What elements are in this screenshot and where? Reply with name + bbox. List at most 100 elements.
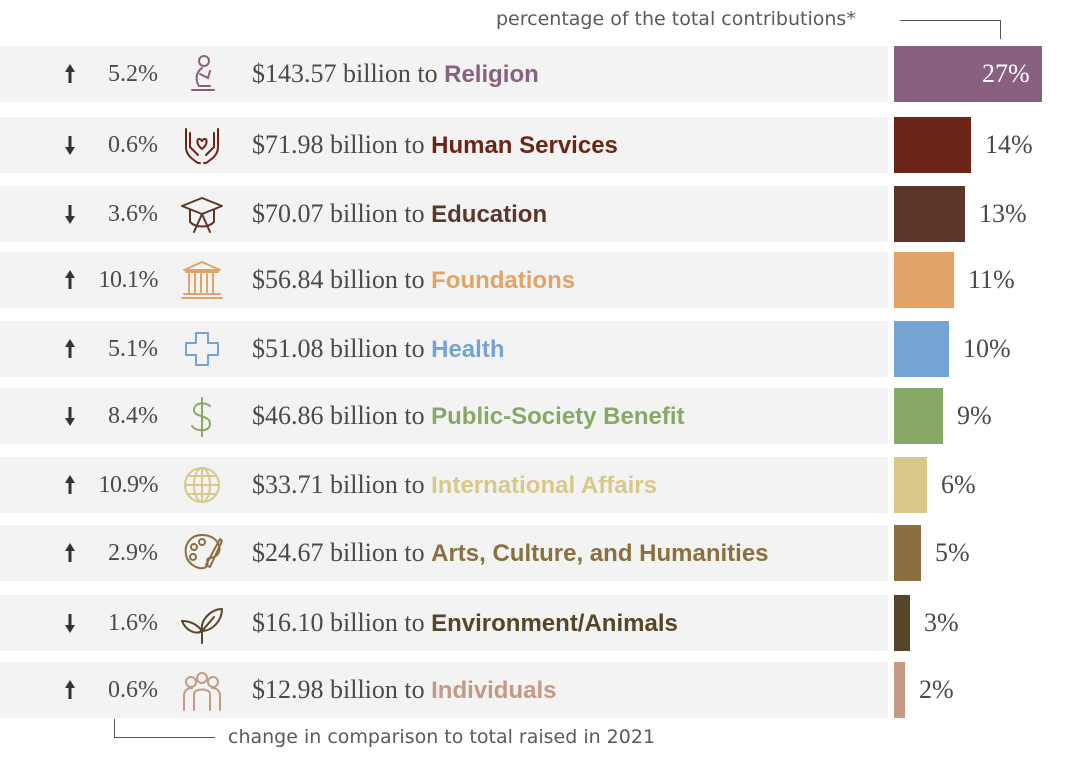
row-background [0, 46, 888, 102]
amount-value: $71.98 [252, 130, 324, 159]
amount-joiner: billion to [343, 59, 438, 88]
graduation-cap-icon [181, 197, 223, 233]
share-bar [894, 595, 910, 651]
category-label: International Affairs [431, 472, 657, 499]
share-bar [894, 186, 965, 242]
change-percent: 3.6% [108, 201, 158, 227]
share-bar [894, 252, 954, 308]
change-percent: 5.2% [108, 61, 158, 87]
category-label: Individuals [431, 677, 557, 704]
building-columns-icon [181, 261, 223, 299]
amount-line: $46.86 billion to Public-Society Benefit [252, 388, 685, 444]
share-label: 10% [963, 334, 1011, 363]
header-bracket [900, 20, 1001, 39]
amount-value: $51.08 [252, 334, 324, 363]
row-background [0, 186, 888, 242]
arrow-up-icon [65, 339, 75, 358]
share-bar [894, 46, 1042, 102]
amount-joiner: billion to [330, 470, 425, 499]
amount-line: $143.57 billion to Religion [252, 46, 539, 102]
amount-joiner: billion to [330, 265, 425, 294]
amount-value: $16.10 [252, 608, 324, 637]
globe-icon [184, 467, 220, 503]
row-background [0, 321, 888, 377]
amount-joiner: billion to [330, 334, 425, 363]
row-background [0, 117, 888, 173]
amount-value: $33.71 [252, 470, 324, 499]
share-label: 27% [982, 59, 1030, 88]
change-percent: 10.1% [98, 267, 159, 293]
change-percent: 1.6% [108, 610, 158, 636]
amount-line: $70.07 billion to Education [252, 186, 547, 242]
share-label: 14% [985, 130, 1033, 159]
change-percent: 2.9% [108, 540, 158, 566]
category-label: Health [431, 336, 505, 363]
caring-hands-icon [185, 128, 219, 164]
arrow-down-icon [65, 614, 75, 633]
share-label: 2% [919, 675, 954, 704]
amount-joiner: billion to [330, 675, 425, 704]
share-bar [894, 117, 971, 173]
amount-line: $71.98 billion to Human Services [252, 117, 618, 173]
amount-joiner: billion to [330, 401, 425, 430]
change-percent: 10.9% [98, 472, 159, 498]
category-label: Foundations [431, 267, 576, 294]
amount-value: $46.86 [252, 401, 324, 430]
header-note: percentage of the total contributions* [496, 8, 856, 30]
chart-row: 5.2% $143.57 billion to Religion 27% [0, 46, 1070, 102]
change-percent: 0.6% [108, 677, 158, 703]
change-percent: 8.4% [108, 403, 158, 429]
chart-row: 1.6% $16.10 billion to Environment/Animal… [0, 595, 1070, 651]
share-label: 5% [935, 538, 970, 567]
amount-line: $16.10 billion to Environment/Animals [252, 595, 678, 651]
amount-value: $12.98 [252, 675, 324, 704]
arrow-down-icon [65, 205, 75, 224]
category-label: Arts, Culture, and Humanities [431, 540, 769, 567]
chart-row: 10.9% $33.71 billion to International Aff… [0, 457, 1070, 513]
share-bar [894, 525, 921, 581]
arrow-up-icon [65, 475, 75, 494]
change-percent: 0.6% [108, 132, 158, 158]
amount-value: $24.67 [252, 538, 324, 567]
amount-line: $12.98 billion to Individuals [252, 662, 556, 718]
amount-line: $33.71 billion to International Affairs [252, 457, 657, 513]
amount-joiner: billion to [330, 130, 425, 159]
category-label: Religion [444, 61, 539, 88]
amount-value: $70.07 [252, 199, 324, 228]
chart-row: 2.9% $24.67 billion to Arts, Culture, and… [0, 525, 1070, 581]
category-label: Environment/Animals [431, 610, 678, 637]
row-background [0, 525, 888, 581]
share-bar [894, 457, 927, 513]
row-background [0, 388, 888, 444]
arrow-down-icon [65, 407, 75, 426]
category-label: Education [431, 201, 548, 228]
share-label: 11% [968, 265, 1015, 294]
row-background [0, 662, 888, 718]
share-label: 13% [979, 199, 1027, 228]
share-label: 6% [941, 470, 976, 499]
share-bar [894, 662, 905, 718]
arrow-up-icon [65, 543, 75, 562]
arrow-down-icon [65, 136, 75, 155]
share-bar [894, 321, 949, 377]
arrow-up-icon [65, 680, 75, 699]
row-background [0, 595, 888, 651]
amount-joiner: billion to [330, 199, 425, 228]
share-label: 3% [924, 608, 959, 637]
amount-line: $24.67 billion to Arts, Culture, and Hum… [252, 525, 769, 581]
praying-person-icon [191, 55, 215, 91]
arrow-up-icon [65, 64, 75, 83]
footer-note: change in comparison to total raised in … [228, 726, 656, 748]
share-label: 9% [957, 401, 992, 430]
amount-value: $56.84 [252, 265, 324, 294]
people-group-icon [183, 672, 221, 711]
chart-row: 3.6% $70.07 billion to Education 13% [0, 186, 1070, 242]
dollar-sign-icon [191, 397, 211, 437]
category-label: Public-Society Benefit [431, 403, 685, 430]
chart-row: 8.4% $46.86 billion to Public-Society Ben… [0, 388, 1070, 444]
chart-row: 5.1% $51.08 billion to Health 10% [0, 321, 1070, 377]
amount-line: $51.08 billion to Health [252, 321, 504, 377]
chart-row: 0.6% $71.98 billion to Human Services 14% [0, 117, 1070, 173]
change-percent: 5.1% [108, 336, 158, 362]
category-label: Human Services [431, 132, 618, 159]
